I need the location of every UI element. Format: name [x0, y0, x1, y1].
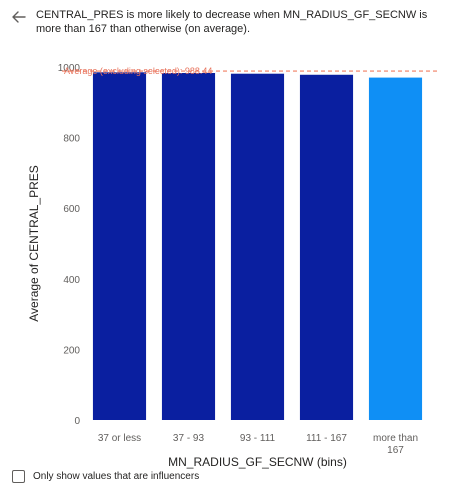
insight-header: CENTRAL_PRES is more likely to decrease … [10, 8, 446, 36]
average-line-label: Average (excluding selected): 988.44 [64, 66, 212, 76]
y-axis-title: Average of CENTRAL_PRES [27, 165, 41, 322]
influencer-filter: Only show values that are influencers [12, 470, 199, 483]
x-tick-label: 37 or less [98, 433, 141, 444]
arrow-left-icon[interactable] [10, 8, 28, 26]
bar[interactable] [230, 73, 285, 420]
y-tick-label: 1000 [58, 63, 81, 74]
bar[interactable] [299, 74, 354, 421]
y-tick-label: 600 [63, 204, 80, 215]
y-axis-ticks: 0 200 400 600 800 1000 [58, 63, 81, 427]
y-tick-label: 800 [63, 134, 80, 145]
y-tick-label: 0 [74, 416, 80, 427]
bar[interactable] [92, 72, 147, 421]
x-tick-label: 111 - 167 [306, 433, 347, 444]
influencers-only-label: Only show values that are influencers [33, 471, 200, 482]
influencers-only-checkbox[interactable] [12, 470, 25, 483]
bars [92, 72, 423, 421]
x-axis-title: MN_RADIUS_GF_SECNW (bins) [168, 455, 347, 469]
y-tick-label: 200 [63, 345, 80, 356]
x-tick-label: 93 - 111 [240, 433, 276, 444]
x-axis-ticks: 37 or less 37 - 93 93 - 111 111 - 167 more t… [98, 433, 418, 456]
bar[interactable] [368, 77, 423, 420]
y-tick-label: 400 [63, 275, 80, 286]
x-tick-label: more than 167 [373, 433, 418, 456]
x-tick-label: 37 - 93 [173, 433, 205, 444]
insight-description: CENTRAL_PRES is more likely to decrease … [36, 9, 428, 35]
bar[interactable] [161, 73, 216, 420]
